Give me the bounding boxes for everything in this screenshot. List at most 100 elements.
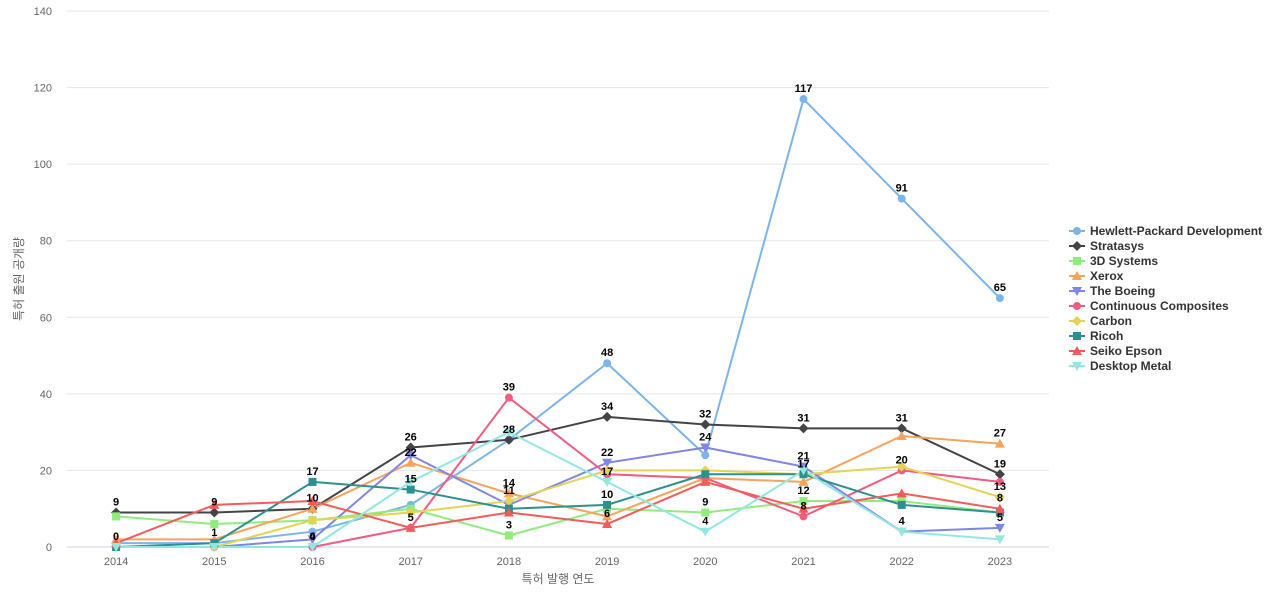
series-line	[116, 396, 1001, 548]
series-line	[116, 415, 1001, 514]
data-point-marker	[603, 359, 612, 368]
data-point-marker	[112, 512, 121, 521]
data-point-marker	[603, 500, 612, 509]
data-label: 32	[699, 408, 711, 420]
y-tick-label: 120	[34, 83, 52, 95]
data-label: 11	[503, 485, 515, 497]
data-point-marker	[700, 443, 711, 453]
data-label: 17	[601, 466, 613, 478]
data-point-marker	[700, 476, 711, 486]
data-label: 5	[997, 512, 1003, 524]
series-lines	[115, 98, 1001, 548]
data-point-marker	[798, 466, 809, 476]
data-point-marker	[405, 457, 416, 467]
legend-item-label: Hewlett-Packard Development	[1090, 224, 1262, 238]
data-point-marker	[504, 531, 513, 540]
data-point-marker	[701, 508, 710, 517]
data-point-marker	[504, 393, 513, 402]
data-point-marker	[406, 485, 415, 494]
x-tick-label: 2021	[791, 556, 815, 568]
x-tick-label: 2017	[398, 556, 422, 568]
data-point-marker	[896, 423, 907, 434]
data-label: 4	[309, 531, 316, 543]
legend-item-label: Stratasys	[1090, 239, 1144, 253]
legend-item-label: Desktop Metal	[1090, 359, 1171, 373]
data-point-marker	[896, 461, 907, 472]
legend-marker	[1073, 257, 1081, 265]
data-point-marker	[503, 507, 514, 517]
data-label: 15	[405, 474, 417, 486]
data-label: 14	[503, 477, 516, 489]
data-point-marker	[405, 507, 416, 518]
x-tick-label: 2020	[693, 556, 717, 568]
data-point-marker	[209, 507, 220, 518]
data-point-marker	[896, 527, 907, 537]
y-axis-ticks: 0 20 40 60 80 100 120 140	[34, 6, 52, 554]
series-line	[116, 434, 1000, 541]
data-label: 22	[405, 447, 417, 459]
data-point-marker	[405, 451, 416, 461]
data-label: 27	[994, 428, 1006, 440]
data-point-marker	[798, 476, 809, 486]
data-point-marker	[995, 294, 1004, 303]
data-label: 48	[601, 347, 613, 359]
data-point-marker	[111, 543, 122, 552]
data-point-marker	[307, 496, 318, 506]
data-point-marker	[994, 523, 1005, 533]
data-label: 12	[797, 485, 809, 497]
y-tick-label: 140	[34, 6, 52, 18]
legend-item-label: The Boeing	[1090, 284, 1155, 298]
data-point-marker	[602, 465, 613, 476]
data-point-marker	[307, 543, 318, 552]
data-label: 34	[601, 401, 614, 413]
data-label: 6	[604, 508, 610, 520]
series-line	[116, 98, 1001, 545]
data-point-marker	[307, 515, 318, 526]
data-label: 22	[601, 447, 613, 459]
y-tick-label: 60	[40, 312, 52, 324]
x-tick-label: 2014	[104, 556, 128, 568]
x-tick-label: 2016	[300, 556, 324, 568]
data-label: 5	[408, 512, 414, 524]
data-point-marker	[308, 527, 317, 536]
x-tick-label: 2018	[497, 556, 521, 568]
legend-item-label: Carbon	[1090, 314, 1132, 328]
data-point-marker	[405, 522, 416, 532]
data-label: 24	[699, 431, 712, 443]
data-point-marker	[701, 451, 710, 460]
data-point-marker	[994, 469, 1005, 480]
legend-item-label: Continuous Composites	[1090, 299, 1229, 313]
data-point-marker	[602, 477, 613, 487]
data-point-marker	[700, 419, 711, 430]
data-label: 39	[503, 382, 515, 394]
data-label: 21	[797, 451, 809, 463]
data-label: 17	[306, 466, 318, 478]
data-label: 10	[306, 493, 318, 505]
legend-marker	[1072, 287, 1082, 296]
legend-item-label: Xerox	[1090, 269, 1124, 283]
y-axis-title: 특허 출원 공개량	[12, 237, 26, 321]
data-label: 31	[797, 412, 809, 424]
data-point-marker	[405, 442, 416, 453]
legend-marker	[1072, 362, 1082, 371]
y-tick-label: 20	[40, 465, 52, 477]
series-line	[116, 431, 1000, 548]
data-point-marker	[799, 512, 808, 521]
legend-marker	[1072, 271, 1082, 280]
y-tick-label: 0	[46, 542, 52, 554]
data-point-marker	[896, 430, 907, 440]
legend-marker	[1072, 241, 1082, 251]
data-point-marker	[799, 497, 808, 506]
data-point-marker	[602, 511, 613, 521]
legend-marker	[1073, 227, 1081, 235]
data-label: 91	[896, 183, 908, 195]
data-label: 4	[899, 516, 906, 528]
data-point-marker	[994, 438, 1005, 448]
data-label: 20	[896, 454, 908, 466]
data-point-marker	[307, 503, 318, 513]
data-point-marker	[994, 492, 1005, 503]
data-label: 65	[994, 282, 1006, 294]
data-label: 8	[997, 493, 1003, 505]
